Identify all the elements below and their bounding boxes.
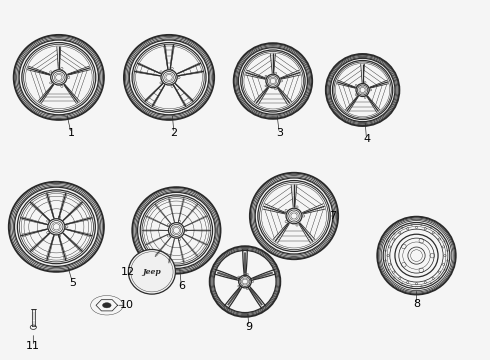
Text: 5: 5 — [69, 278, 76, 288]
Ellipse shape — [128, 249, 175, 294]
Text: 7: 7 — [329, 211, 336, 221]
Text: 9: 9 — [245, 322, 252, 332]
Text: 11: 11 — [26, 341, 40, 351]
Text: 1: 1 — [68, 128, 74, 138]
Text: 4: 4 — [363, 134, 370, 144]
Text: 12: 12 — [122, 267, 135, 277]
Text: 10: 10 — [120, 300, 133, 310]
Ellipse shape — [102, 303, 111, 308]
Text: 8: 8 — [413, 299, 420, 309]
Text: 6: 6 — [178, 281, 185, 291]
Text: 2: 2 — [171, 128, 177, 138]
Text: Jeep: Jeep — [143, 268, 161, 276]
Text: 3: 3 — [276, 128, 283, 138]
